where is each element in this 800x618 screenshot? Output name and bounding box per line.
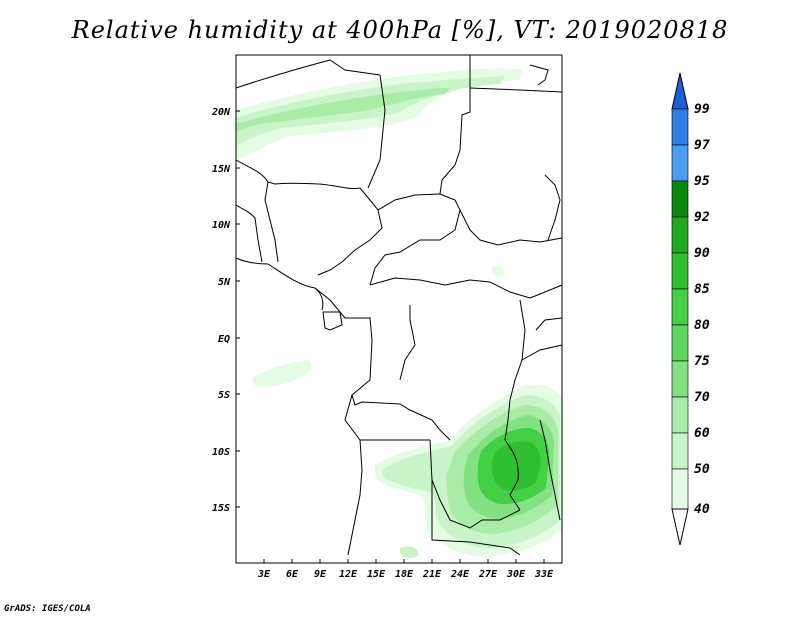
colorbar-label: 99 (694, 102, 710, 117)
lat-label: 15N (212, 164, 231, 175)
border-egypt (469, 87, 563, 93)
border-congo (399, 305, 416, 381)
border-angola-zambia (360, 439, 521, 529)
lat-label: 10S (212, 447, 230, 458)
colorbar-label: 70 (694, 390, 710, 405)
lon-label: 24E (450, 569, 470, 580)
border-sudan-south (459, 209, 563, 246)
colorbar-segment (671, 108, 689, 146)
colorbar-segment (671, 180, 689, 218)
colorbar-segment (671, 432, 689, 470)
border-angola-west (344, 394, 363, 556)
border-coast-ne (529, 64, 549, 86)
colorbar-segment (671, 324, 689, 362)
lon-label: 6E (286, 569, 299, 580)
colorbar-label: 40 (694, 502, 710, 517)
colorbar-label: 92 (694, 210, 710, 225)
lat-label: 10N (212, 220, 231, 231)
humidity-field (236, 68, 562, 559)
lat-label: EQ (218, 334, 230, 345)
colorbar-segment (671, 252, 689, 290)
border-zambia-south (431, 480, 521, 556)
lon-label: 3E (257, 569, 271, 580)
grads-credit: GrADS: IGES/COLA (4, 604, 91, 614)
colorbar-top-arrow (671, 72, 689, 110)
border-burkina (235, 204, 263, 263)
lat-label: 20N (211, 107, 231, 118)
colorbar-segment (671, 360, 689, 398)
country-borders (235, 55, 563, 556)
border-eritrea-ethiopia (544, 174, 561, 241)
map-frame (235, 54, 563, 564)
colorbar-label: 90 (694, 246, 710, 261)
colorbar-segment (671, 144, 689, 182)
humidity-band-north-core (236, 88, 450, 132)
lon-label: 15E (367, 569, 386, 580)
colorbar-label: 60 (694, 426, 710, 441)
border-central-west (314, 287, 451, 441)
border-car-drc (369, 277, 563, 299)
colorbar-segment (671, 468, 689, 510)
border-equatorial-guinea (322, 311, 343, 331)
colorbar-segment (671, 216, 689, 254)
border-niger-chad (367, 74, 386, 189)
humidity-patch-south-low (400, 546, 419, 559)
lat-label: 5N (218, 277, 231, 288)
border-benin-nigeria (264, 181, 279, 263)
lon-labels: 3E 6E 9E 12E 15E 18E 21E 24E 27E 30E 33E (257, 569, 554, 580)
lon-label: 12E (339, 569, 358, 580)
border-drc-east (504, 299, 526, 441)
chart-title: Relative humidity at 400hPa [%], VT: 201… (71, 16, 729, 44)
border-chad-libya-sudan (439, 55, 471, 195)
x-ticks (263, 559, 545, 563)
border-kenya-tz (521, 344, 563, 361)
lon-label: 30E (506, 569, 526, 580)
lat-label: 5S (218, 390, 230, 401)
lon-label: 33E (534, 569, 554, 580)
y-ticks (236, 110, 240, 508)
colorbar-label: 97 (694, 138, 710, 153)
lon-label: 9E (314, 569, 327, 580)
colorbar: 99 97 95 92 90 85 80 75 70 60 50 40 (671, 72, 710, 546)
colorbar-bottom-arrow (671, 508, 689, 546)
lon-label: 21E (422, 569, 442, 580)
border-nigeria-cameroon (317, 187, 383, 276)
colorbar-label: 75 (694, 354, 710, 369)
colorbar-segment (671, 288, 689, 326)
border-malawi (539, 419, 561, 521)
border-chad-car (369, 193, 461, 286)
border-algeria (235, 59, 381, 89)
border-uganda (535, 317, 563, 331)
lat-label: 15S (212, 503, 230, 514)
lon-label: 18E (395, 569, 414, 580)
lat-labels: 20N 15N 10N 5N EQ 5S 10S 15S (211, 107, 231, 514)
border-lake-tanganyika (504, 439, 521, 511)
humidity-patch-west (252, 360, 312, 387)
colorbar-segment (671, 396, 689, 434)
colorbar-label: 85 (694, 282, 710, 297)
humidity-patch-central (492, 266, 505, 277)
border-mali-niger (235, 159, 361, 189)
lon-label: 27E (478, 569, 498, 580)
border-guinea-coast (235, 257, 324, 311)
colorbar-label: 80 (694, 318, 710, 333)
humidity-region-south-core (492, 441, 541, 491)
colorbar-label: 95 (694, 174, 710, 189)
colorbar-label: 50 (694, 462, 710, 477)
